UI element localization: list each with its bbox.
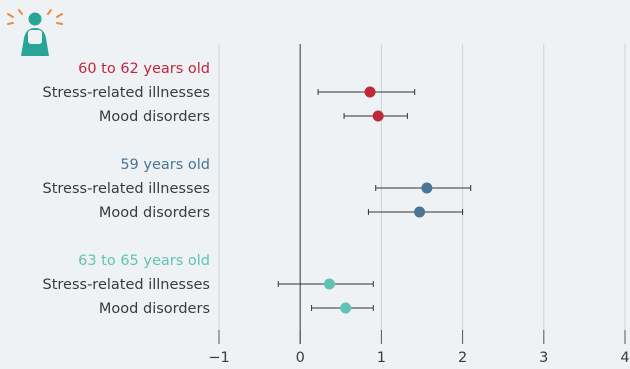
row-label: Mood disorders [99,301,210,317]
x-tick-label: 1 [377,350,386,366]
estimate-point [323,278,335,290]
row-label: Mood disorders [99,109,210,125]
row-labels: 60 to 62 years old Stress-related illness… [43,61,210,317]
x-tick-label: 3 [539,350,548,366]
row-label: Stress-related illnesses [43,85,210,101]
row-label: Stress-related illnesses [43,277,210,293]
x-tick-label: −1 [208,350,229,366]
estimate-point [421,182,433,194]
group-label: 60 to 62 years old [78,61,210,77]
x-axis-ticks: −1 0 1 2 3 4 [208,330,630,366]
x-tick-label: 2 [458,350,467,366]
x-tick-label: 4 [620,350,629,366]
row-label: Mood disorders [99,205,210,221]
person-stress-icon [7,9,63,56]
estimate-point [372,110,384,122]
group-label: 59 years old [120,157,210,173]
estimate-point [340,302,352,314]
gridlines [218,44,626,344]
x-tick-label: 0 [296,350,305,366]
row-label: Stress-related illnesses [43,181,210,197]
estimate-point [414,206,426,218]
estimate-point [364,86,376,98]
estimate-marks [277,86,472,314]
group-label: 63 to 65 years old [78,253,210,269]
